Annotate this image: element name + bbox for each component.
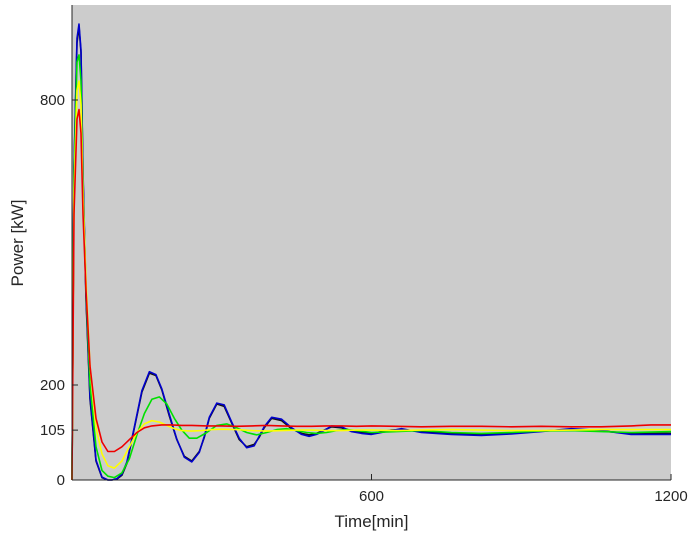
axes-layer: 0 105 200 800 600 1200 [40, 5, 688, 505]
y-tick-label: 800 [40, 92, 65, 109]
x-tick-label: 1200 [654, 488, 687, 505]
plot-area-background [72, 5, 671, 480]
y-tick-label: 105 [40, 422, 65, 439]
y-tick-label: 0 [57, 472, 65, 489]
y-axis-title: Power [kW] [8, 200, 27, 287]
x-tick-label: 600 [359, 488, 384, 505]
series-line-5 [71, 108, 671, 481]
y-tick-label: 200 [40, 377, 65, 394]
series-layer [71, 23, 672, 481]
x-axis-title: Time[min] [335, 512, 409, 531]
